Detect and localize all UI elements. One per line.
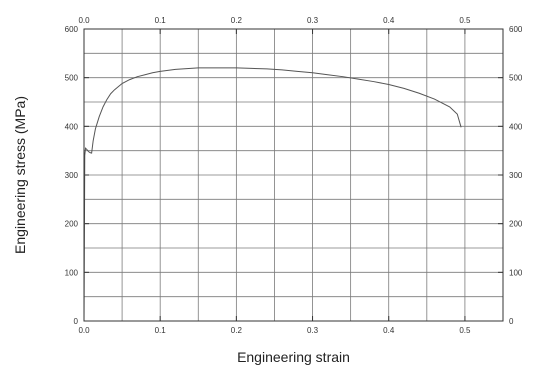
x-tick-label-bottom: 0.5 <box>459 326 471 335</box>
y-tick-label-right: 0 <box>509 317 514 326</box>
plot-frame <box>83 28 504 322</box>
y-tick-label-right: 100 <box>509 268 523 277</box>
series-line <box>83 67 462 322</box>
x-tick-label-bottom: 0.1 <box>155 326 167 335</box>
y-tick-label-left: 300 <box>65 171 79 180</box>
y-tick-label-right: 500 <box>509 74 523 83</box>
x-tick-label-top: 0.0 <box>78 16 90 25</box>
y-tick-label-left: 600 <box>65 25 79 34</box>
x-tick-label-bottom: 0.4 <box>383 326 395 335</box>
y-tick-label-right: 400 <box>509 122 523 131</box>
y-tick-label-left: 500 <box>65 74 79 83</box>
x-tick-label-top: 0.3 <box>307 16 319 25</box>
x-tick-label-bottom: 0.2 <box>231 326 243 335</box>
x-tick-label-top: 0.5 <box>459 16 471 25</box>
x-tick-label-top: 0.1 <box>155 16 167 25</box>
grid <box>84 29 503 321</box>
x-tick-label-top: 0.2 <box>231 16 243 25</box>
x-tick-label-top: 0.4 <box>383 16 395 25</box>
tick-labels: 0.0 0.0 0.1 0.1 0.2 0.2 0.3 0.3 0.4 0.4 0.5 0.5 0 0 10… <box>65 16 523 335</box>
y-tick-label-left: 100 <box>65 268 79 277</box>
x-axis-title: Engineering strain <box>237 349 350 365</box>
x-tick-label-bottom: 0.0 <box>78 326 90 335</box>
y-tick-label-left: 200 <box>65 220 79 229</box>
y-tick-label-right: 600 <box>509 25 523 34</box>
y-tick-label-right: 300 <box>509 171 523 180</box>
x-tick-label-bottom: 0.3 <box>307 326 319 335</box>
y-tick-label-left: 400 <box>65 122 79 131</box>
y-tick-label-left: 0 <box>74 317 79 326</box>
y-tick-label-right: 200 <box>509 220 523 229</box>
y-axis-title: Engineering stress (MPa) <box>12 96 28 254</box>
